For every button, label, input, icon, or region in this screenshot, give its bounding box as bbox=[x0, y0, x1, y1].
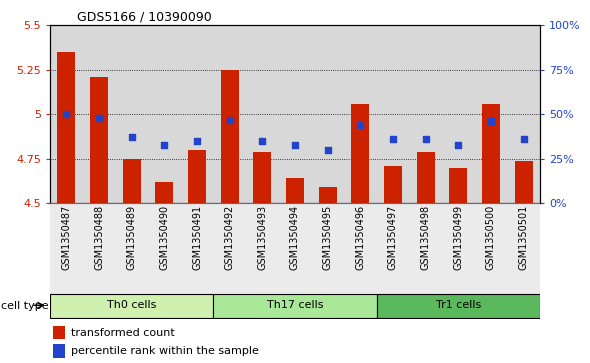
Bar bbox=[319, 187, 337, 203]
Point bbox=[62, 111, 71, 117]
Point bbox=[519, 136, 528, 142]
Point bbox=[160, 142, 169, 147]
Bar bbox=[312, 25, 344, 203]
Bar bbox=[376, 25, 409, 203]
Text: GSM1350501: GSM1350501 bbox=[519, 205, 529, 270]
Bar bbox=[474, 203, 507, 299]
Bar bbox=[155, 182, 173, 203]
Text: Tr1 cells: Tr1 cells bbox=[435, 300, 481, 310]
Bar bbox=[90, 77, 108, 203]
Bar bbox=[442, 203, 474, 299]
Text: GSM1350490: GSM1350490 bbox=[159, 205, 169, 270]
Bar bbox=[409, 25, 442, 203]
Bar bbox=[181, 203, 214, 299]
Point bbox=[127, 135, 136, 140]
Bar bbox=[514, 160, 533, 203]
Point bbox=[421, 136, 430, 142]
Bar bbox=[376, 203, 409, 299]
Bar bbox=[278, 25, 312, 203]
Point bbox=[356, 122, 365, 128]
Text: GSM1350499: GSM1350499 bbox=[453, 205, 463, 270]
Bar bbox=[181, 25, 214, 203]
Bar bbox=[116, 203, 148, 299]
Bar bbox=[474, 25, 507, 203]
Text: GSM1350488: GSM1350488 bbox=[94, 205, 104, 270]
Text: GSM1350496: GSM1350496 bbox=[355, 205, 365, 270]
Point bbox=[225, 117, 234, 123]
Bar bbox=[344, 203, 376, 299]
Bar bbox=[53, 344, 65, 358]
Bar bbox=[123, 159, 141, 203]
Point bbox=[486, 119, 496, 125]
Bar bbox=[507, 203, 540, 299]
Point bbox=[258, 138, 267, 144]
Text: GSM1350494: GSM1350494 bbox=[290, 205, 300, 270]
Point bbox=[94, 115, 104, 121]
Text: transformed count: transformed count bbox=[71, 327, 175, 338]
Point bbox=[290, 142, 300, 147]
Point bbox=[388, 136, 398, 142]
Text: GSM1350495: GSM1350495 bbox=[323, 205, 333, 270]
Bar bbox=[482, 104, 500, 203]
Text: GSM1350497: GSM1350497 bbox=[388, 205, 398, 270]
Text: Th0 cells: Th0 cells bbox=[107, 300, 156, 310]
Bar bbox=[50, 25, 83, 203]
Bar bbox=[344, 25, 376, 203]
Point bbox=[192, 138, 202, 144]
Text: GDS5166 / 10390090: GDS5166 / 10390090 bbox=[77, 11, 211, 24]
Bar bbox=[83, 203, 116, 299]
Bar bbox=[188, 150, 206, 203]
Bar bbox=[148, 25, 181, 203]
Bar bbox=[442, 25, 474, 203]
Bar bbox=[246, 203, 278, 299]
Text: Th17 cells: Th17 cells bbox=[267, 300, 323, 310]
Text: GSM1350487: GSM1350487 bbox=[61, 205, 71, 270]
Bar bbox=[278, 203, 312, 299]
Bar bbox=[417, 152, 435, 203]
Text: percentile rank within the sample: percentile rank within the sample bbox=[71, 346, 258, 356]
Bar bbox=[214, 294, 376, 318]
Bar bbox=[384, 166, 402, 203]
Bar bbox=[50, 203, 83, 299]
Text: GSM1350489: GSM1350489 bbox=[127, 205, 137, 270]
Bar bbox=[507, 25, 540, 203]
Bar bbox=[214, 25, 246, 203]
Bar bbox=[57, 52, 76, 203]
Bar bbox=[253, 152, 271, 203]
Bar bbox=[449, 168, 467, 203]
Bar bbox=[148, 203, 181, 299]
Bar bbox=[221, 70, 239, 203]
Text: cell type: cell type bbox=[1, 301, 49, 311]
Text: GSM1350500: GSM1350500 bbox=[486, 205, 496, 270]
Point bbox=[454, 142, 463, 147]
Text: GSM1350491: GSM1350491 bbox=[192, 205, 202, 270]
Bar bbox=[116, 25, 148, 203]
Bar bbox=[83, 25, 116, 203]
Bar bbox=[351, 104, 369, 203]
Point bbox=[323, 147, 332, 153]
Bar bbox=[409, 203, 442, 299]
Text: GSM1350493: GSM1350493 bbox=[257, 205, 267, 270]
Bar bbox=[246, 25, 278, 203]
Text: GSM1350498: GSM1350498 bbox=[421, 205, 431, 270]
Bar bbox=[286, 178, 304, 203]
Bar bbox=[53, 326, 65, 339]
Bar bbox=[214, 203, 246, 299]
Text: GSM1350492: GSM1350492 bbox=[225, 205, 235, 270]
Bar bbox=[50, 294, 214, 318]
Bar bbox=[376, 294, 540, 318]
Bar bbox=[312, 203, 344, 299]
